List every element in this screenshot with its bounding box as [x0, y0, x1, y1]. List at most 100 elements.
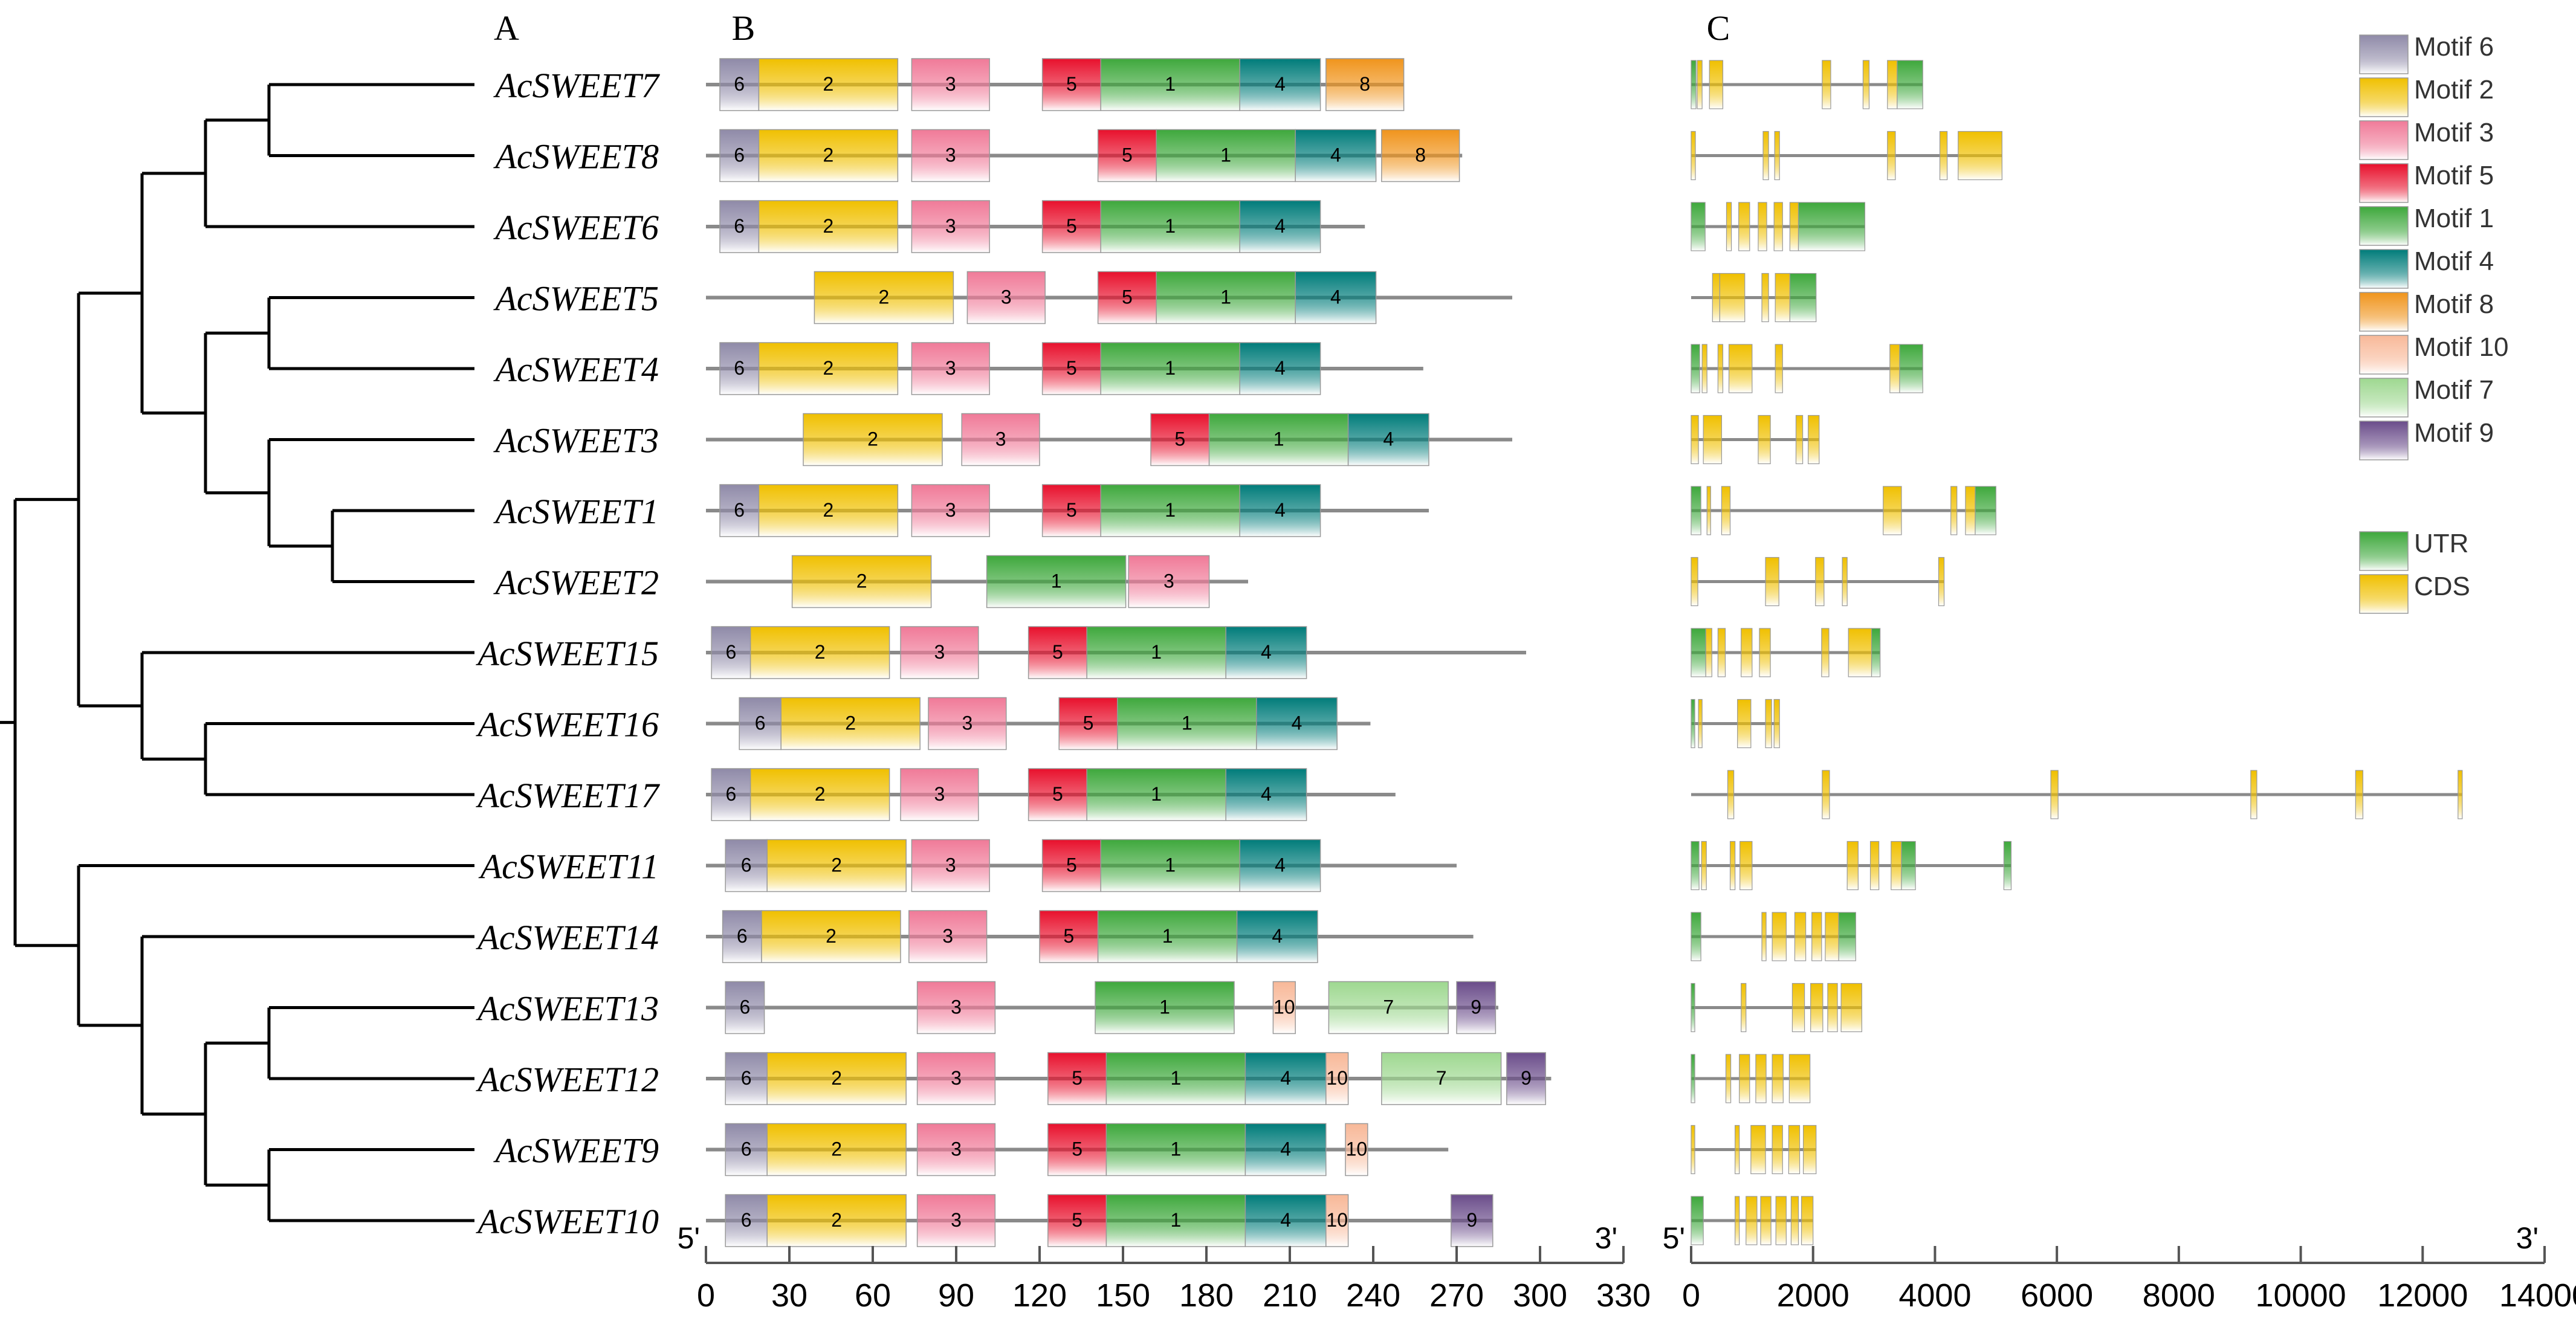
motif-id-label: 4 — [1261, 783, 1272, 805]
motif-id-label: 4 — [1272, 925, 1283, 947]
motif-id-label: 3 — [945, 357, 956, 379]
cds-block — [1795, 415, 1804, 465]
cds-block — [1706, 486, 1711, 535]
legend-swatch-motif-1 — [2359, 206, 2409, 246]
motif-box-1 — [1100, 58, 1240, 111]
motif-id-label: 1 — [1051, 570, 1062, 592]
motif-box-4 — [1295, 271, 1377, 324]
cds-block — [1938, 557, 1945, 607]
motif-id-label: 6 — [740, 996, 751, 1018]
cds-block — [1717, 628, 1726, 677]
legend-swatch-motif-6 — [2359, 34, 2409, 74]
motif-id-label: 8 — [1359, 73, 1370, 95]
motif-box-4 — [1256, 697, 1338, 750]
cds-block — [1791, 983, 1805, 1033]
motif-box-2 — [803, 413, 943, 466]
motif-box-5 — [1058, 697, 1118, 750]
motif-box-3 — [1128, 555, 1210, 608]
motif-id-label: 4 — [1383, 428, 1394, 450]
motif-id-label: 3 — [942, 925, 953, 947]
motif-box-5 — [1047, 1052, 1107, 1105]
motif-box-1 — [1100, 484, 1240, 537]
motif-id-label: 3 — [951, 1067, 962, 1089]
motif-id-label: 7 — [1383, 996, 1394, 1018]
cds-block — [1698, 699, 1703, 749]
cds-block — [1815, 557, 1825, 607]
cds-block — [1848, 628, 1872, 677]
motif-box-4 — [1244, 1123, 1327, 1176]
motif-id-label: 1 — [1220, 144, 1231, 166]
motif-box-1 — [986, 555, 1127, 608]
motif-id-label: 4 — [1261, 641, 1272, 663]
gene-label: AcSWEET14 — [475, 918, 659, 957]
motif-id-label: 9 — [1471, 996, 1481, 1018]
motif-id-label: 1 — [1151, 783, 1162, 805]
gene-structure-panel: 0 2000 4000 6000 8000 10000 12000 14000 5' 3' — [1663, 60, 2576, 1314]
motif-id-label: 1 — [1171, 1209, 1182, 1231]
panel-label-a: A — [494, 8, 519, 48]
motif-id-label: 2 — [831, 854, 842, 876]
motif-id-label: 3 — [1001, 286, 1012, 308]
cds-block — [1775, 273, 1790, 323]
utr-block — [1691, 983, 1695, 1033]
motif-id-label: 3 — [945, 144, 956, 166]
motif-id-label: 6 — [737, 925, 748, 947]
motif-id-label: 4 — [1280, 1067, 1291, 1089]
motif-box-6 — [719, 342, 760, 395]
motif-tick-label: 210 — [1263, 1277, 1317, 1314]
motif-id-label: 8 — [1415, 144, 1426, 166]
motif-box-6 — [725, 1052, 768, 1105]
cds-block — [1691, 557, 1698, 607]
motif-id-label: 2 — [831, 1067, 842, 1089]
motif-box-2 — [814, 271, 954, 324]
legend-swatch-motif-4 — [2359, 249, 2409, 289]
motif-id-label: 6 — [741, 1209, 752, 1231]
motif-id-label: 2 — [856, 570, 867, 592]
motif-id-label: 2 — [823, 499, 834, 521]
cds-block — [1717, 344, 1724, 393]
phylogenetic-tree — [0, 83, 474, 1222]
cds-block — [1887, 131, 1896, 181]
cds-block — [1765, 557, 1779, 607]
structure-tick-label: 10000 — [2255, 1277, 2346, 1314]
motif-box-10 — [1345, 1123, 1368, 1176]
motif-box-5 — [1027, 626, 1087, 679]
legend-swatch-motif-2 — [2359, 77, 2409, 117]
cds-block — [1939, 131, 1948, 181]
motif-box-4 — [1239, 342, 1321, 395]
motif-id-label: 6 — [726, 641, 737, 663]
motif-box-1 — [1105, 1194, 1246, 1247]
motif-box-3 — [911, 58, 990, 111]
motif-box-1 — [1156, 271, 1296, 324]
motif-id-label: 5 — [1174, 428, 1185, 450]
motif-box-5 — [1041, 839, 1101, 892]
motif-id-label: 3 — [945, 854, 956, 876]
cds-block — [1840, 983, 1863, 1033]
cds-block — [1701, 344, 1707, 393]
cds-block — [1758, 202, 1767, 251]
structure-tick-label: 4000 — [1898, 1277, 1971, 1314]
cds-block — [1774, 131, 1780, 181]
cds-block — [1719, 273, 1746, 323]
gene-label: AcSWEET13 — [475, 989, 659, 1028]
motif-id-label: 2 — [823, 144, 834, 166]
motif-id-label: 2 — [831, 1138, 842, 1160]
motif-id-label: 3 — [995, 428, 1006, 450]
cds-block — [1811, 912, 1822, 961]
motif-box-5 — [1027, 768, 1087, 821]
cds-block — [1965, 486, 1976, 535]
motif-id-label: 2 — [815, 783, 826, 805]
cds-block — [1772, 1054, 1784, 1103]
motif-box-2 — [758, 342, 899, 395]
gene-label: AcSWEET1 — [493, 492, 659, 531]
gene-label: AcSWEET17 — [475, 776, 660, 815]
cds-block — [1755, 1054, 1767, 1103]
legend-label: Motif 10 — [2414, 332, 2509, 362]
motif-id-label: 3 — [945, 499, 956, 521]
motif-box-9 — [1451, 1194, 1493, 1247]
motif-id-label: 10 — [1273, 996, 1295, 1018]
motif-tick-label: 60 — [855, 1277, 891, 1314]
motif-id-label: 5 — [1066, 215, 1077, 237]
motif-id-label: 5 — [1072, 1209, 1083, 1231]
utr-block — [1798, 202, 1866, 251]
